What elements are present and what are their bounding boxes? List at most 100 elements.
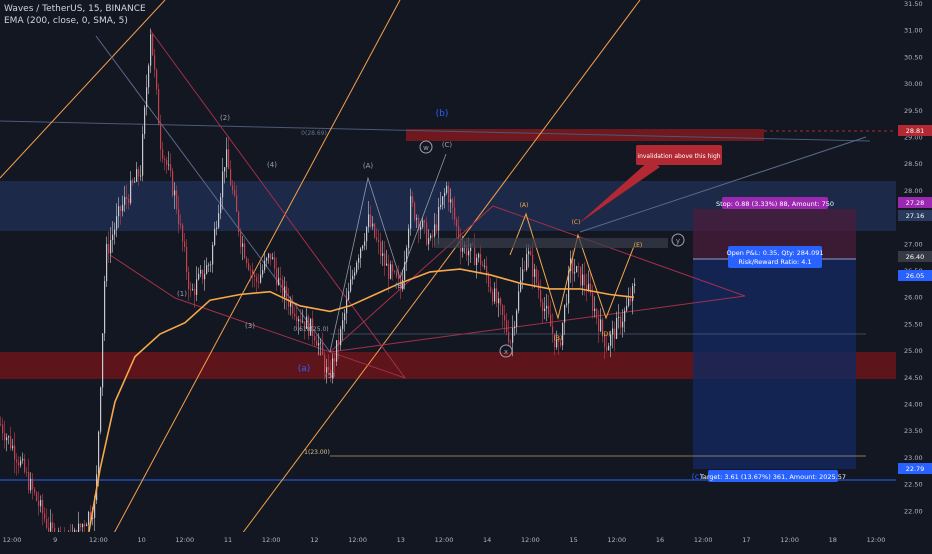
fib-label-0618: 0.618(25.0)	[293, 326, 328, 333]
candle	[276, 257, 278, 291]
candle	[210, 260, 212, 273]
candle	[520, 267, 522, 293]
time-tick: 12:00	[348, 536, 367, 544]
candle	[240, 228, 242, 254]
candle	[438, 197, 440, 245]
candle	[246, 256, 248, 268]
candle	[254, 269, 256, 288]
candle	[80, 522, 82, 532]
candle	[580, 266, 582, 288]
candle	[556, 330, 558, 350]
candle	[230, 160, 232, 187]
candle	[516, 308, 518, 334]
candle	[18, 456, 20, 474]
candle	[256, 273, 258, 294]
price-tick: 28.00	[904, 187, 923, 195]
wave-circle-x	[499, 344, 513, 358]
candle	[426, 216, 428, 246]
price-label: 26.40	[898, 251, 932, 262]
candle	[548, 295, 550, 318]
candle	[306, 307, 308, 329]
candle	[408, 224, 410, 254]
candle	[88, 510, 90, 531]
candle	[544, 297, 546, 320]
svg-text:26.40: 26.40	[906, 253, 925, 261]
candle	[414, 201, 416, 223]
time-tick: 12:00	[262, 536, 281, 544]
candle	[390, 260, 392, 280]
candle	[144, 104, 146, 139]
candle	[266, 256, 268, 268]
candle	[16, 453, 18, 476]
candle	[456, 216, 458, 239]
wave-label: (A)	[520, 202, 529, 209]
candle	[598, 310, 600, 343]
candle	[342, 312, 344, 341]
candle	[378, 229, 380, 255]
time-axis[interactable]	[0, 532, 896, 550]
candle	[232, 180, 234, 195]
symbol-title[interactable]: Waves / TetherUS, 15, BINANCE	[4, 4, 146, 14]
candle	[320, 338, 322, 356]
candle	[116, 203, 118, 238]
candle	[130, 171, 132, 206]
candle	[450, 188, 452, 213]
candle	[236, 185, 238, 213]
wave-label-c: (c)	[692, 472, 703, 481]
candle	[34, 486, 36, 496]
candle	[310, 318, 312, 336]
candle	[340, 325, 342, 351]
candle	[104, 275, 106, 341]
candle	[504, 304, 506, 334]
candle	[260, 262, 262, 284]
candle	[6, 433, 8, 452]
candle	[376, 228, 378, 243]
candle	[182, 222, 184, 252]
indicator-title[interactable]: EMA (200, close, 0, SMA, 5)	[4, 16, 128, 26]
candle	[102, 332, 104, 396]
candle	[168, 151, 170, 171]
wave-label: (E)	[634, 242, 642, 249]
candle	[206, 257, 208, 275]
candle	[412, 191, 414, 208]
candle	[432, 229, 434, 248]
candle	[490, 278, 492, 294]
candle	[250, 265, 252, 282]
candle	[14, 432, 16, 474]
candle	[628, 287, 630, 308]
candle	[336, 340, 338, 367]
wave-label: (C)	[572, 219, 581, 226]
candle	[590, 273, 592, 297]
price-tick: 31.50	[904, 0, 923, 8]
candle	[322, 332, 324, 356]
candle	[392, 260, 394, 281]
candle	[416, 214, 418, 228]
candle	[564, 304, 566, 336]
candle	[214, 221, 216, 247]
candle	[38, 491, 40, 516]
time-tick: 12:00	[89, 536, 108, 544]
candle	[396, 269, 398, 279]
candle	[158, 83, 160, 126]
candle	[606, 333, 608, 353]
price-tick: 23.00	[904, 454, 923, 462]
candle	[314, 332, 316, 348]
candle	[610, 330, 612, 358]
target-zone[interactable]	[693, 259, 856, 469]
candle	[476, 253, 478, 279]
candle	[596, 307, 598, 325]
svg-text:22.79: 22.79	[906, 465, 925, 473]
candle	[612, 320, 614, 349]
candle	[126, 184, 128, 210]
price-label: 28.81	[898, 125, 932, 136]
chart-legend[interactable]: Waves / TetherUS, 15, BINANCE EMA (200, …	[4, 3, 146, 27]
candle	[200, 265, 202, 278]
candle	[500, 296, 502, 316]
price-tick: 22.00	[904, 507, 923, 515]
wave-zigzag-abc	[329, 153, 447, 353]
candle	[618, 304, 620, 329]
candle	[160, 114, 162, 162]
price-tick: 31.00	[904, 27, 923, 35]
